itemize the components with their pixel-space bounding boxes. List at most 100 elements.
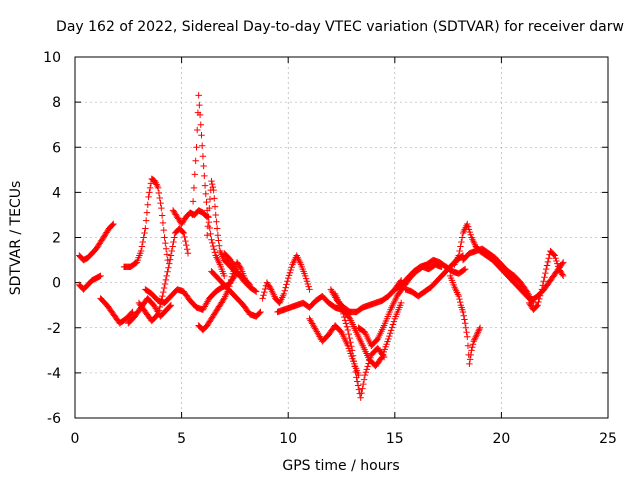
data-point: [309, 320, 316, 327]
data-point: [202, 301, 209, 309]
data-point: [145, 193, 152, 201]
data-point: [211, 249, 219, 256]
data-point: [228, 258, 235, 265]
data-point: [280, 290, 288, 298]
data-point: [196, 101, 203, 109]
data-point: [181, 233, 188, 241]
data-point: [303, 278, 311, 285]
data-point: [537, 289, 545, 296]
data-point: [377, 355, 385, 362]
data-point: [551, 252, 558, 259]
data-point: [327, 286, 335, 293]
data-point: [191, 171, 199, 178]
series-track-3: [97, 295, 136, 327]
y-tick-label: 4: [52, 185, 61, 201]
y-tick-label: -6: [47, 411, 61, 427]
data-point: [202, 190, 209, 198]
data-point: [545, 255, 552, 262]
data-point: [460, 312, 467, 319]
data-point: [526, 293, 533, 300]
data-point: [213, 218, 220, 225]
data-point: [524, 290, 532, 297]
data-point: [361, 371, 369, 379]
tick-label-layer: 0 5 10 15 20 25 -6 -4 -2 0 2 4 6 8 10: [43, 50, 617, 447]
data-point: [345, 330, 352, 338]
data-point: [364, 363, 371, 370]
data-point: [302, 272, 309, 280]
data-point: [355, 386, 363, 393]
data-point: [137, 247, 145, 255]
data-point: [559, 271, 566, 278]
data-point: [476, 326, 483, 333]
data-point: [206, 204, 213, 212]
data-point: [201, 182, 209, 189]
data-point: [466, 356, 474, 363]
data-point: [473, 332, 480, 339]
y-tick-label: -4: [47, 366, 61, 382]
data-point: [208, 236, 215, 243]
data-point: [216, 242, 223, 249]
data-point: [465, 226, 473, 233]
data-point: [469, 344, 476, 351]
data-point: [534, 301, 541, 309]
data-point: [206, 195, 214, 203]
data-point: [229, 260, 236, 267]
data-point: [352, 368, 359, 376]
data-point: [472, 333, 480, 340]
data-point: [528, 296, 535, 303]
data-point: [179, 228, 187, 236]
data-point: [312, 326, 320, 334]
data-point: [109, 221, 116, 229]
data-point: [284, 278, 291, 285]
data-point: [386, 332, 393, 340]
data-point: [155, 189, 163, 197]
data-point: [164, 268, 171, 275]
data-point: [389, 321, 397, 328]
data-point: [347, 338, 354, 346]
data-point: [304, 280, 312, 288]
data-point: [214, 232, 222, 239]
data-point: [198, 132, 205, 139]
data-point: [308, 318, 315, 326]
data-point: [315, 331, 322, 339]
data-point: [523, 288, 531, 295]
data-point: [261, 288, 268, 296]
data-point: [285, 272, 293, 279]
data-point: [169, 243, 176, 250]
data-point: [211, 195, 218, 202]
data-point: [128, 309, 135, 317]
x-tick-label: 15: [386, 431, 404, 447]
x-tick-label: 0: [71, 431, 80, 447]
data-point: [459, 308, 467, 316]
data-point: [199, 153, 207, 160]
series-track-23: [447, 272, 484, 368]
data-point: [200, 304, 208, 312]
data-point: [193, 144, 200, 151]
data-point: [159, 219, 167, 227]
data-point: [344, 326, 352, 334]
data-point: [288, 264, 295, 271]
data-point: [221, 272, 228, 280]
data-point: [307, 317, 314, 324]
data-point: [286, 269, 294, 276]
series-track-1: [76, 220, 117, 264]
data-point: [283, 281, 290, 288]
data-point: [97, 272, 104, 280]
data-point: [457, 243, 464, 250]
series-track-26: [525, 247, 567, 313]
data-point: [256, 309, 263, 317]
data-point: [348, 347, 356, 354]
data-point: [143, 209, 151, 216]
series-track-18: [340, 299, 405, 370]
x-tick-label: 25: [599, 431, 617, 447]
data-point: [474, 329, 482, 336]
data-point: [282, 284, 289, 291]
data-point: [110, 220, 117, 228]
data-point: [142, 217, 150, 224]
data-point: [139, 238, 146, 246]
data-point: [306, 286, 313, 293]
data-point: [554, 263, 562, 270]
data-point: [543, 262, 551, 269]
series-track-14: [259, 252, 313, 307]
data-point: [348, 343, 355, 350]
